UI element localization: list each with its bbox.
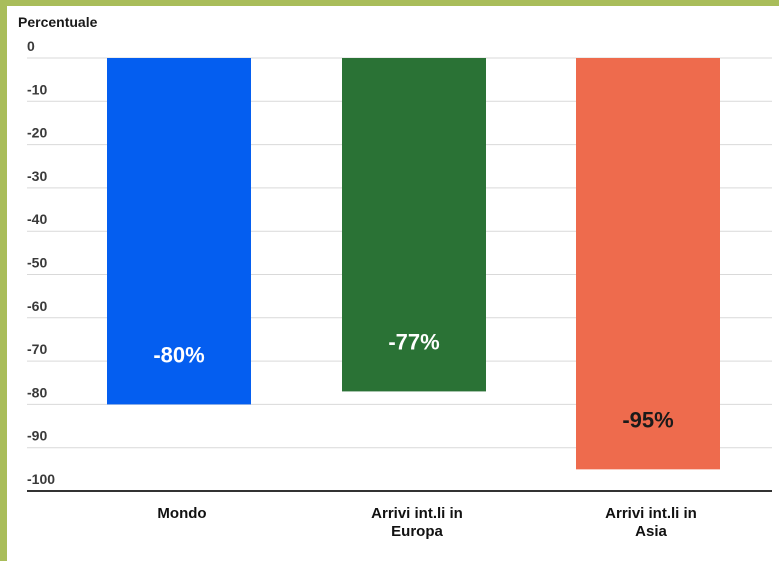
- data-label: -80%: [153, 342, 204, 367]
- data-label: -77%: [388, 329, 439, 354]
- y-tick-label: -70: [27, 341, 47, 357]
- category-label: Arrivi int.li in: [371, 505, 463, 522]
- bar: [576, 58, 720, 470]
- category-label: Asia: [635, 523, 667, 540]
- y-axis-title: Percentuale: [18, 14, 98, 30]
- y-tick-label: -50: [27, 255, 47, 271]
- y-tick-label: -90: [27, 428, 47, 444]
- y-tick-label: -20: [27, 125, 47, 141]
- bar-chart: 0 -10 -20 -30 -40 -50 -60 -70 -80 -90 -100 Mondo Ar…: [18, 14, 772, 540]
- category-label: Arrivi int.li in: [605, 505, 697, 522]
- y-tick-label: -60: [27, 298, 47, 314]
- y-tick-label: -80: [27, 384, 47, 400]
- y-tick-label: -40: [27, 211, 47, 227]
- category-label: Europa: [391, 523, 443, 540]
- y-tick-label: 0: [27, 38, 35, 54]
- bar: [342, 58, 486, 392]
- bar: [107, 58, 251, 405]
- y-tick-label: -10: [27, 81, 47, 97]
- y-tick-label: -30: [27, 168, 47, 184]
- category-label: Mondo: [157, 505, 206, 522]
- data-label: -95%: [622, 407, 673, 432]
- y-tick-label: -100: [27, 471, 55, 487]
